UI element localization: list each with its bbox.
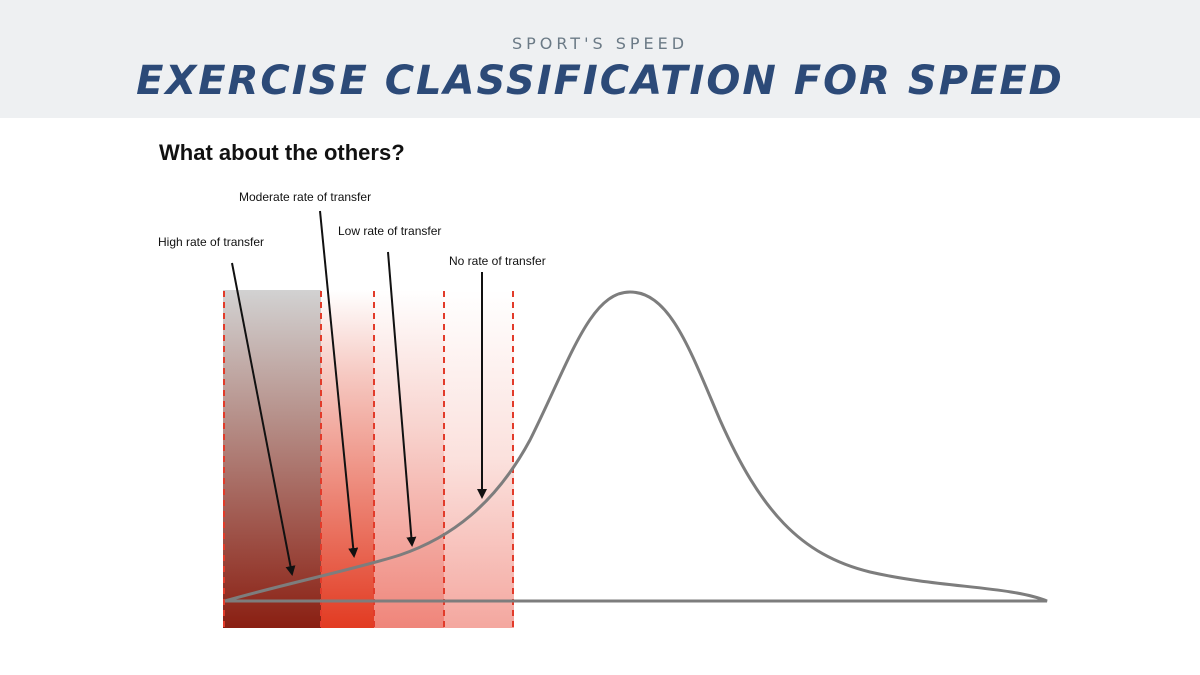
label-no-transfer: No rate of transfer — [449, 254, 546, 268]
zone-none-fill — [444, 290, 514, 628]
zone-moderate-fill — [321, 290, 374, 628]
header-banner — [0, 0, 1200, 118]
eyebrow-text: SPORT'S SPEED — [511, 34, 689, 53]
label-low-transfer: Low rate of transfer — [338, 224, 441, 238]
label-high-transfer: High rate of transfer — [158, 235, 264, 249]
arrow-moderate — [319, 210, 359, 558]
distribution-curve — [224, 290, 1048, 603]
section-subtitle: What about the others? — [159, 140, 405, 165]
arrow-high — [231, 262, 296, 576]
page-title: EXERCISE CLASSIFICATION FOR SPEED — [136, 58, 1064, 104]
arrow-low — [387, 251, 417, 547]
zone-low-fill — [374, 290, 444, 628]
zone-dividers — [223, 291, 514, 628]
zone-high-fill — [223, 290, 321, 628]
label-moderate-transfer: Moderate rate of transfer — [239, 190, 371, 204]
